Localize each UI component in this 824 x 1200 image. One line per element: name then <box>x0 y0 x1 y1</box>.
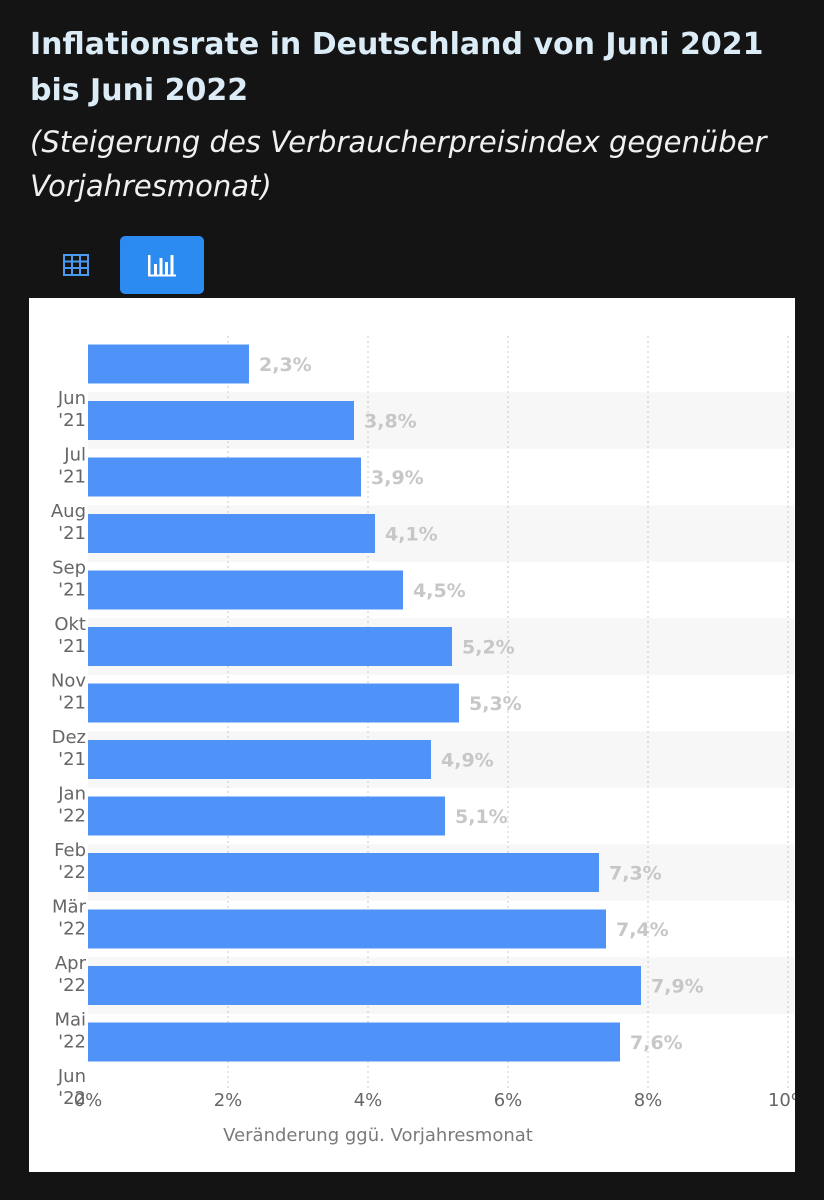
table-grid-icon <box>63 254 89 276</box>
value-label: 2,3% <box>259 354 312 376</box>
value-label: 4,5% <box>413 580 466 602</box>
category-label: Dez '21 <box>52 727 86 770</box>
category-label: Okt '21 <box>54 614 86 657</box>
x-tick-label: 6% <box>494 1090 523 1111</box>
category-label: Jun '21 <box>57 388 86 431</box>
chart-view-button[interactable] <box>120 236 204 294</box>
page-subtitle: (Steigerung des Verbraucherpreisindex ge… <box>30 125 767 203</box>
value-label: 7,9% <box>651 976 704 998</box>
bar <box>88 966 641 1005</box>
value-label: 4,9% <box>441 750 494 772</box>
bar <box>88 909 606 949</box>
value-label: 5,2% <box>462 637 515 659</box>
value-label: 7,4% <box>616 919 669 941</box>
bar <box>88 796 445 836</box>
x-tick-label: 4% <box>354 1090 383 1111</box>
value-label: 7,3% <box>609 863 662 885</box>
x-tick-label: 8% <box>634 1090 663 1111</box>
category-labels: Jun '21 Jul '21 Aug '21 Sep '21 Okt '21 Nov '21 Dez '… <box>51 388 87 1109</box>
bar-chart-icon <box>148 255 176 277</box>
value-label: 5,3% <box>469 693 522 715</box>
value-label: 5,1% <box>455 806 508 828</box>
x-tick-label: 0% <box>74 1090 103 1111</box>
x-tick-labels: 0% 2% 4% 6% 8% 10% <box>74 1090 795 1111</box>
table-view-button[interactable] <box>34 236 118 294</box>
value-label: 7,6% <box>630 1032 683 1054</box>
value-label: 3,8% <box>364 411 417 433</box>
x-tick-label: 10% <box>768 1090 795 1111</box>
page-title: Inflationsrate in Deutschland von Juni 2… <box>30 27 764 108</box>
value-labels: 2,3% 3,8% 3,9% 4,1% 4,5% 5,2% 5,3% 4,9% 5,1% 7,3%… <box>259 354 704 1054</box>
bar-chart: 2,3% 3,8% 3,9% 4,1% 4,5% 5,2% 5,3% 4,9% 5,1% 7,3%… <box>51 336 795 1146</box>
bar <box>88 401 354 440</box>
bar <box>88 683 459 723</box>
category-label: Mai '22 <box>54 1010 86 1053</box>
bar <box>88 457 361 497</box>
category-label: Jan '22 <box>57 784 86 827</box>
x-tick-label: 2% <box>214 1090 243 1111</box>
bar <box>88 514 375 553</box>
gridlines <box>227 336 789 1088</box>
bar <box>88 1022 620 1062</box>
bar <box>88 344 249 384</box>
category-label: Sep '21 <box>52 558 86 601</box>
category-label: Apr '22 <box>55 953 87 996</box>
x-axis-title: Veränderung ggü. Vorjahresmonat <box>223 1125 533 1146</box>
category-label: Mär '22 <box>52 897 87 940</box>
category-label: Nov '21 <box>51 671 86 714</box>
bars <box>88 344 641 1062</box>
bar <box>88 570 403 610</box>
category-label: Jun '22 <box>57 1066 86 1109</box>
value-label: 3,9% <box>371 467 424 489</box>
value-label: 4,1% <box>385 524 438 546</box>
category-label: Aug '21 <box>51 501 86 544</box>
bar <box>88 853 599 892</box>
bar <box>88 627 452 666</box>
category-label: Jul '21 <box>58 445 86 488</box>
category-label: Feb '22 <box>54 840 86 883</box>
bar <box>88 740 431 779</box>
view-toggle <box>34 236 206 294</box>
chart-card: 2,3% 3,8% 3,9% 4,1% 4,5% 5,2% 5,3% 4,9% 5,1% 7,3%… <box>29 298 795 1172</box>
